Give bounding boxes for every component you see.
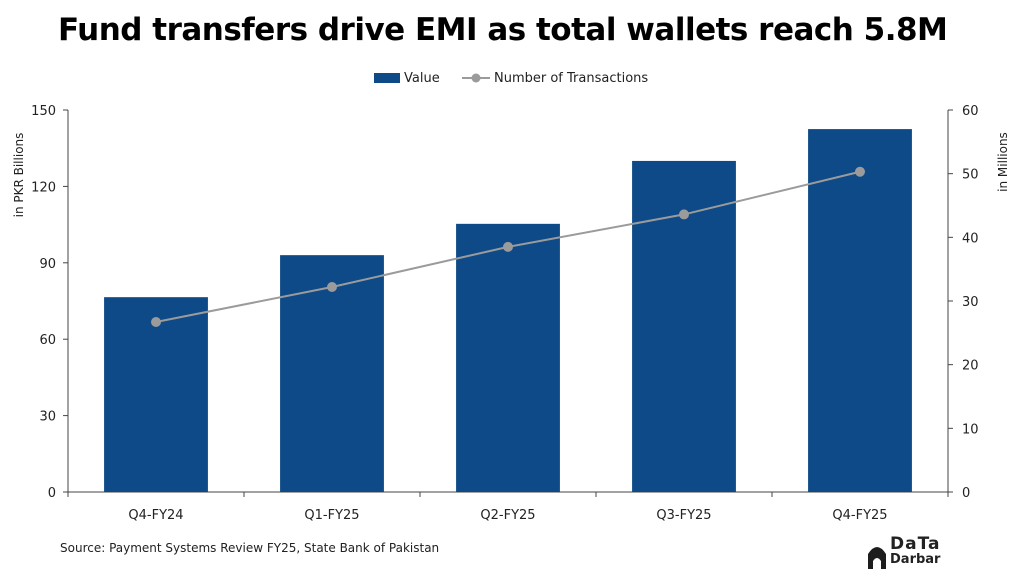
plot-area: 0 30 60 90 120 150 0 10 20 30 40 50 60 Q4-FY24 Q1-FY25… [31,104,978,523]
y2-tick-label: 50 [962,168,979,183]
logo-text-darbar: Darbar [890,552,941,567]
legend-marker-transactions [471,73,481,83]
x-tick-label: Q1-FY25 [304,508,359,523]
x-tick-label: Q3-FY25 [656,508,711,523]
legend-swatch-value [374,73,400,83]
y-tick-label: 150 [31,104,56,119]
x-tick-label: Q4-FY24 [128,508,183,523]
x-tick-label: Q4-FY25 [832,508,887,523]
transactions-point [855,166,865,177]
y2-tick-label: 20 [962,359,979,374]
x-tick-label: Q2-FY25 [480,508,535,523]
transactions-point [679,209,689,220]
y-tick-label: 60 [39,333,56,348]
mosque-icon [868,547,886,569]
legend-label-value: Value [404,71,440,86]
data-darbar-logo: DaTa Darbar [866,534,956,572]
legend-label-transactions: Number of Transactions [494,71,648,86]
chart-title: Fund transfers drive EMI as total wallet… [58,12,948,48]
y-tick-label: 30 [39,410,56,425]
y2-axis-label: in Millions [996,132,1010,192]
y-tick-label: 90 [39,257,56,272]
y2-tick-label: 0 [962,486,970,501]
y-axis-label: in PKR Billions [12,133,26,218]
y-tick-label: 120 [31,180,56,195]
bar [456,223,560,492]
source-note: Source: Payment Systems Review FY25, Sta… [60,541,440,555]
y2-tick-label: 30 [962,295,979,310]
bar [808,129,912,492]
transactions-point [327,281,337,292]
y2-tick-label: 40 [962,231,979,246]
logo-text-data: DaTa [890,534,941,554]
transactions-point [151,317,161,328]
y-tick-label: 0 [48,486,56,501]
legend: Value Number of Transactions [374,71,648,86]
y2-tick-label: 10 [962,422,979,437]
transactions-point [503,241,513,252]
bar [104,297,208,492]
y2-tick-label: 60 [962,104,979,119]
